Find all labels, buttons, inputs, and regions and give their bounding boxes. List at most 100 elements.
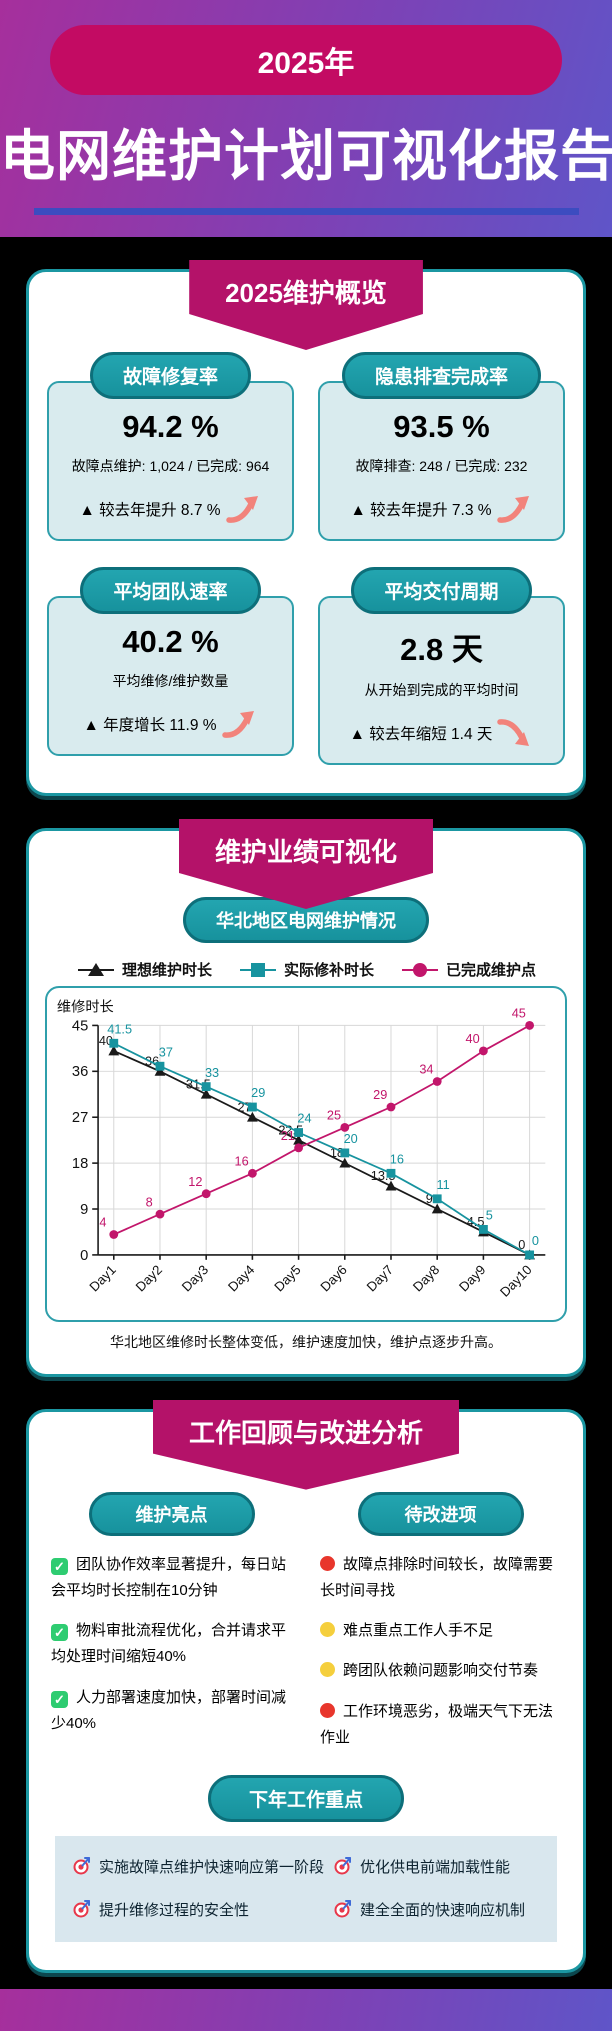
check-icon: ✓ bbox=[51, 1624, 68, 1642]
stat-box: 2.8 天 从开始到完成的平均时间 ▲ 较去年缩短 1.4 天 bbox=[318, 596, 565, 765]
svg-text:Day5: Day5 bbox=[271, 1262, 303, 1294]
header-divider bbox=[33, 208, 579, 215]
svg-text:4: 4 bbox=[99, 1215, 106, 1230]
trend-up-arrow-icon bbox=[496, 496, 529, 523]
check-icon: ✓ bbox=[51, 1557, 68, 1575]
focus-text: 建全全面的快速响应机制 bbox=[360, 1902, 526, 1920]
highlights-column: 维护亮点 ✓ 团队协作效率显著提升，每日站会平均时长控制在10分钟 ✓ 物料审批流程… bbox=[51, 1491, 292, 1766]
highlight-text: 物料审批流程优化，合并请求平均处理时间缩短40% bbox=[51, 1622, 287, 1666]
circle-legend-marker-icon bbox=[402, 962, 438, 977]
trend-up-arrow-icon bbox=[221, 711, 254, 738]
svg-text:0: 0 bbox=[532, 1233, 539, 1248]
svg-text:Day3: Day3 bbox=[179, 1262, 211, 1294]
issue-text: 工作环境恶劣，极端天气下无法作业 bbox=[320, 1702, 554, 1746]
svg-text:维修时长: 维修时长 bbox=[57, 999, 114, 1016]
target-icon bbox=[73, 1900, 90, 1918]
issue-text: 跨团队依赖问题影响交付节奏 bbox=[343, 1662, 539, 1680]
legend-label: 实际修补时长 bbox=[283, 962, 374, 979]
focus-text: 提升维修过程的安全性 bbox=[99, 1902, 250, 1920]
svg-text:Day2: Day2 bbox=[133, 1262, 165, 1294]
stat-change-row: ▲ 较去年提升 8.7 % bbox=[57, 493, 284, 525]
list-item: 故障点排除时间较长，故障需要长时间寻找 bbox=[320, 1552, 561, 1605]
trend-down-arrow-icon bbox=[497, 719, 530, 746]
issue-text: 故障点排除时间较长，故障需要长时间寻找 bbox=[320, 1555, 554, 1599]
stat-change-text: ▲ 较去年提升 7.3 % bbox=[350, 502, 492, 519]
chart-plot-area: 0 9 18 27 36 45 Day1 Day2 Day3 Day4 Day5 Day6 Day7 Da… bbox=[45, 986, 567, 1322]
svg-text:18: 18 bbox=[72, 1156, 88, 1172]
page-title: 电网维护计划可视化报告 bbox=[0, 125, 612, 187]
list-item: 难点重点工作人手不足 bbox=[320, 1618, 561, 1644]
highlight-text: 团队协作效率显著提升，每日站会平均时长控制在10分钟 bbox=[51, 1555, 287, 1599]
svg-text:45: 45 bbox=[72, 1018, 88, 1034]
stat-hazard-check-rate: 隐患排查完成率 93.5 % 故障排查: 248 / 已完成: 232 ▲ 较去… bbox=[318, 352, 565, 541]
stat-description: 平均维修/维护数量 bbox=[112, 673, 229, 689]
target-icon bbox=[334, 1900, 352, 1918]
red-dot-icon bbox=[320, 1702, 335, 1718]
svg-text:21: 21 bbox=[281, 1128, 295, 1143]
square-legend-marker-icon bbox=[239, 962, 276, 977]
stat-box: 93.5 % 故障排查: 248 / 已完成: 232 ▲ 较去年提升 7.3 … bbox=[318, 381, 565, 541]
list-item: ✓ 团队协作效率显著提升，每日站会平均时长控制在10分钟 bbox=[51, 1552, 292, 1605]
svg-text:16: 16 bbox=[235, 1153, 249, 1168]
stat-value: 2.8 天 bbox=[400, 632, 483, 667]
trend-up-arrow-icon bbox=[225, 496, 258, 523]
improvements-column: 待改进项 故障点排除时间较长，故障需要长时间寻找 难点重点工作人手不足 跨团队依… bbox=[320, 1491, 561, 1766]
red-dot-icon bbox=[320, 1555, 335, 1571]
svg-text:20: 20 bbox=[344, 1131, 358, 1146]
review-columns: 维护亮点 ✓ 团队协作效率显著提升，每日站会平均时长控制在10分钟 ✓ 物料审批流程… bbox=[51, 1491, 561, 1766]
triangle-legend-marker-icon bbox=[77, 962, 114, 976]
svg-text:45: 45 bbox=[512, 1006, 526, 1021]
svg-text:0: 0 bbox=[80, 1248, 88, 1264]
overview-section: 2025维护概览 故障修复率 94.2 % 故障点维护: 1,024 / 已完成… bbox=[26, 260, 586, 796]
list-item: ✓ 物料审批流程优化，合并请求平均处理时间缩短40% bbox=[51, 1618, 292, 1671]
stat-label-pill: 故障修复率 bbox=[89, 352, 251, 399]
chart-caption: 华北地区维修时长整体变低，维护速度加快，维护点逐步升高。 bbox=[110, 1333, 502, 1350]
svg-text:11: 11 bbox=[436, 1177, 449, 1192]
svg-text:29: 29 bbox=[251, 1085, 265, 1100]
focus-item: 实施故障点维护快速响应第一阶段 bbox=[73, 1856, 324, 1877]
stat-value: 94.2 % bbox=[122, 409, 219, 444]
svg-text:Day4: Day4 bbox=[225, 1262, 257, 1294]
svg-text:16: 16 bbox=[390, 1152, 404, 1167]
svg-text:12: 12 bbox=[188, 1174, 202, 1189]
legend-label: 已完成维护点 bbox=[446, 962, 537, 979]
footer-gradient-bar bbox=[0, 1989, 612, 2031]
check-icon: ✓ bbox=[51, 1690, 68, 1708]
svg-text:9: 9 bbox=[426, 1191, 433, 1206]
review-card: 维护亮点 ✓ 团队协作效率显著提升，每日站会平均时长控制在10分钟 ✓ 物料审批流程… bbox=[26, 1408, 586, 1974]
list-item: 工作环境恶劣，极端天气下无法作业 bbox=[320, 1699, 561, 1752]
stat-label-pill: 平均团队速率 bbox=[80, 567, 261, 614]
svg-text:0: 0 bbox=[518, 1237, 525, 1252]
svg-text:8: 8 bbox=[146, 1194, 153, 1209]
yellow-dot-icon bbox=[320, 1622, 335, 1638]
stat-change-row: ▲ 较去年提升 7.3 % bbox=[328, 493, 555, 525]
svg-text:29: 29 bbox=[373, 1087, 387, 1102]
stat-change-text: ▲ 较去年提升 8.7 % bbox=[79, 502, 221, 519]
performance-card: 华北地区电网维护情况 理想维护时长 实际修补时长 已完成维护点 0 9 18 27 36 45… bbox=[26, 828, 586, 1377]
issue-text: 难点重点工作人手不足 bbox=[343, 1622, 494, 1640]
next-year-box: 实施故障点维护快速响应第一阶段 优化供电前端加载性能 提升维修过程的安全性 建全… bbox=[55, 1836, 557, 1943]
improvements-list: 故障点排除时间较长，故障需要长时间寻找 难点重点工作人手不足 跨团队依赖问题影响… bbox=[320, 1552, 561, 1752]
focus-item: 提升维修过程的安全性 bbox=[73, 1899, 324, 1920]
year-badge: 2025年 bbox=[50, 25, 562, 95]
focus-item: 优化供电前端加载性能 bbox=[334, 1856, 539, 1877]
focus-item: 建全全面的快速响应机制 bbox=[334, 1899, 539, 1920]
list-item: ✓ 人力部署速度加快，部署时间减少40% bbox=[51, 1685, 292, 1738]
svg-text:24: 24 bbox=[297, 1111, 311, 1126]
svg-text:Day8: Day8 bbox=[410, 1262, 442, 1294]
svg-text:27: 27 bbox=[72, 1110, 88, 1126]
svg-text:34: 34 bbox=[419, 1062, 433, 1077]
improvements-pill: 待改进项 bbox=[357, 1491, 524, 1536]
svg-text:36: 36 bbox=[72, 1064, 88, 1080]
svg-text:Day9: Day9 bbox=[456, 1262, 488, 1294]
svg-text:33: 33 bbox=[205, 1065, 219, 1080]
legend-label: 理想维护时长 bbox=[121, 962, 212, 979]
report-header: 2025年 电网维护计划可视化报告 bbox=[0, 0, 612, 237]
target-icon bbox=[334, 1857, 352, 1875]
svg-text:Day6: Day6 bbox=[317, 1262, 349, 1294]
svg-text:41.5: 41.5 bbox=[107, 1021, 132, 1036]
list-item: 跨团队依赖问题影响交付节奏 bbox=[320, 1658, 561, 1684]
svg-text:37: 37 bbox=[159, 1044, 173, 1059]
